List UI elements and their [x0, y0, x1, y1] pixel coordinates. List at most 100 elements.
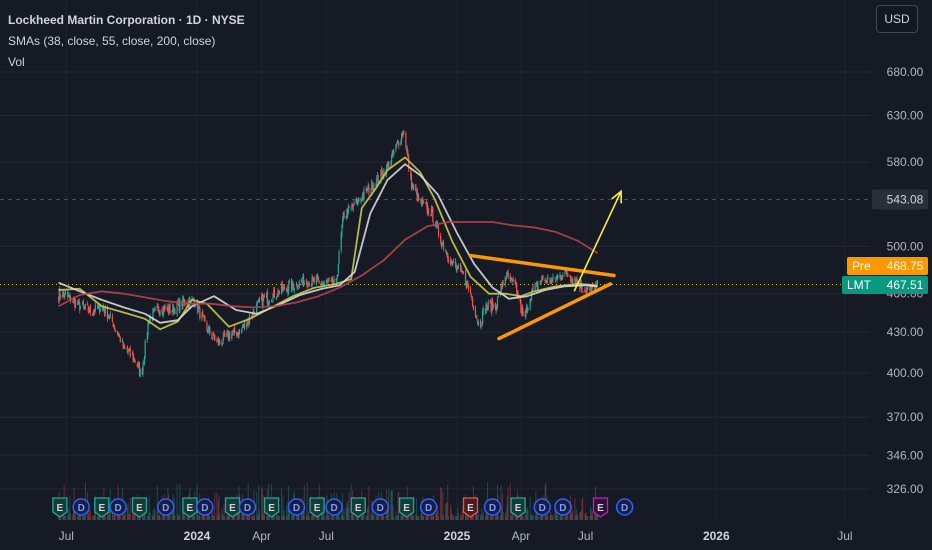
candle-body: [193, 299, 195, 306]
earnings-marker[interactable]: E: [94, 497, 110, 518]
dividend-marker[interactable]: D: [371, 498, 390, 516]
volume-bar: [158, 514, 160, 520]
dividend-marker[interactable]: D: [533, 498, 551, 516]
candle-body: [345, 216, 347, 219]
candle-body: [347, 206, 349, 215]
volume-bar: [192, 515, 194, 520]
volume-bar: [176, 483, 178, 520]
volume-bar: [72, 510, 74, 520]
volume-bar: [158, 515, 160, 520]
candle-body: [471, 298, 473, 300]
earnings-marker[interactable]: E: [462, 497, 479, 518]
dividend-icon: [533, 498, 551, 516]
dividend-marker[interactable]: D: [554, 498, 572, 516]
y-tick-label: 580.00: [887, 155, 924, 169]
candle-body: [207, 330, 209, 334]
earnings-marker[interactable]: E: [510, 497, 526, 518]
dividend-marker[interactable]: D: [238, 498, 257, 516]
volume-bar: [296, 512, 298, 520]
dividend-marker[interactable]: D: [287, 498, 306, 516]
candle-body: [574, 276, 576, 282]
volume-bar: [580, 512, 582, 520]
earnings-marker[interactable]: E: [131, 497, 148, 518]
dividend-marker[interactable]: D: [72, 498, 90, 516]
candle-body: [164, 305, 166, 310]
candle-body: [322, 282, 325, 284]
earnings-marker[interactable]: E: [592, 497, 609, 518]
currency-button[interactable]: USD: [876, 5, 918, 33]
candle-body: [467, 281, 469, 285]
drawing-tools[interactable]: [468, 189, 623, 341]
candle-body: [226, 330, 229, 332]
dividend-marker[interactable]: D: [615, 498, 634, 516]
earnings-marker[interactable]: E: [182, 497, 198, 518]
candle-body: [333, 278, 335, 283]
earnings-marker[interactable]: E: [350, 497, 366, 518]
candle-body: [555, 276, 558, 280]
earnings-marker[interactable]: E: [263, 497, 280, 518]
candle-body: [358, 199, 360, 202]
candle-body: [202, 315, 204, 317]
candle-body: [353, 202, 355, 206]
volume-bar: [385, 515, 387, 520]
candle-body: [506, 273, 509, 275]
candle-body: [282, 286, 284, 292]
earnings-marker[interactable]: E: [224, 497, 241, 518]
volume-bar: [254, 515, 256, 520]
volume-bar: [346, 503, 348, 520]
sma-line: [58, 156, 596, 331]
candle-body: [545, 280, 548, 284]
candle-body: [300, 280, 303, 282]
candle-body: [522, 311, 524, 315]
volume-bar: [577, 515, 579, 520]
candle-body: [432, 208, 434, 223]
dividend-marker[interactable]: D: [419, 498, 438, 516]
dividend-marker[interactable]: D: [196, 498, 214, 516]
volume-bar: [415, 514, 417, 520]
candle-body: [486, 307, 489, 311]
volume-bar: [496, 510, 498, 520]
symbol-title[interactable]: Lockheed Martin Corporation · 1D · NYSE: [8, 13, 245, 27]
volume-indicator-label[interactable]: Vol: [8, 55, 25, 69]
earnings-marker[interactable]: E: [398, 497, 415, 518]
candle-body: [89, 305, 92, 313]
volume-bar: [89, 515, 91, 520]
sma-indicator-label[interactable]: SMAs (38, close, 55, close, 200, close): [8, 34, 216, 48]
earnings-marker[interactable]: E: [309, 497, 325, 518]
candle-body: [361, 194, 364, 200]
candle-body: [490, 302, 492, 312]
candle-body: [338, 251, 340, 264]
candle-body: [291, 280, 293, 291]
volume-bar: [97, 511, 99, 520]
volume-bar: [440, 488, 442, 520]
volume-bar: [536, 509, 538, 520]
volume-bar: [371, 500, 373, 520]
candle-body: [303, 282, 305, 285]
dividend-marker[interactable]: D: [483, 498, 502, 516]
dividend-marker[interactable]: D: [156, 498, 175, 516]
candle-body: [469, 288, 472, 294]
candle-body: [400, 141, 402, 145]
candle-body: [451, 261, 453, 265]
candle-body: [461, 269, 463, 272]
candle-body: [462, 272, 464, 273]
dividend-marker[interactable]: D: [109, 498, 127, 516]
volume-bar: [576, 513, 578, 520]
candle-body: [59, 288, 61, 297]
volume-bar: [352, 512, 354, 520]
volume-bar: [450, 509, 452, 520]
candle-body: [74, 300, 77, 308]
candle-body: [114, 329, 116, 331]
candle-body: [109, 313, 111, 316]
volume-bar: [97, 516, 99, 520]
candle-body: [541, 276, 543, 279]
volume-bar: [455, 515, 457, 520]
volume-bar: [123, 515, 125, 520]
dividend-marker[interactable]: D: [325, 498, 343, 516]
candle-body: [297, 288, 299, 290]
earnings-marker[interactable]: E: [52, 497, 68, 518]
candle-body: [363, 189, 365, 200]
candle-body: [366, 189, 368, 193]
